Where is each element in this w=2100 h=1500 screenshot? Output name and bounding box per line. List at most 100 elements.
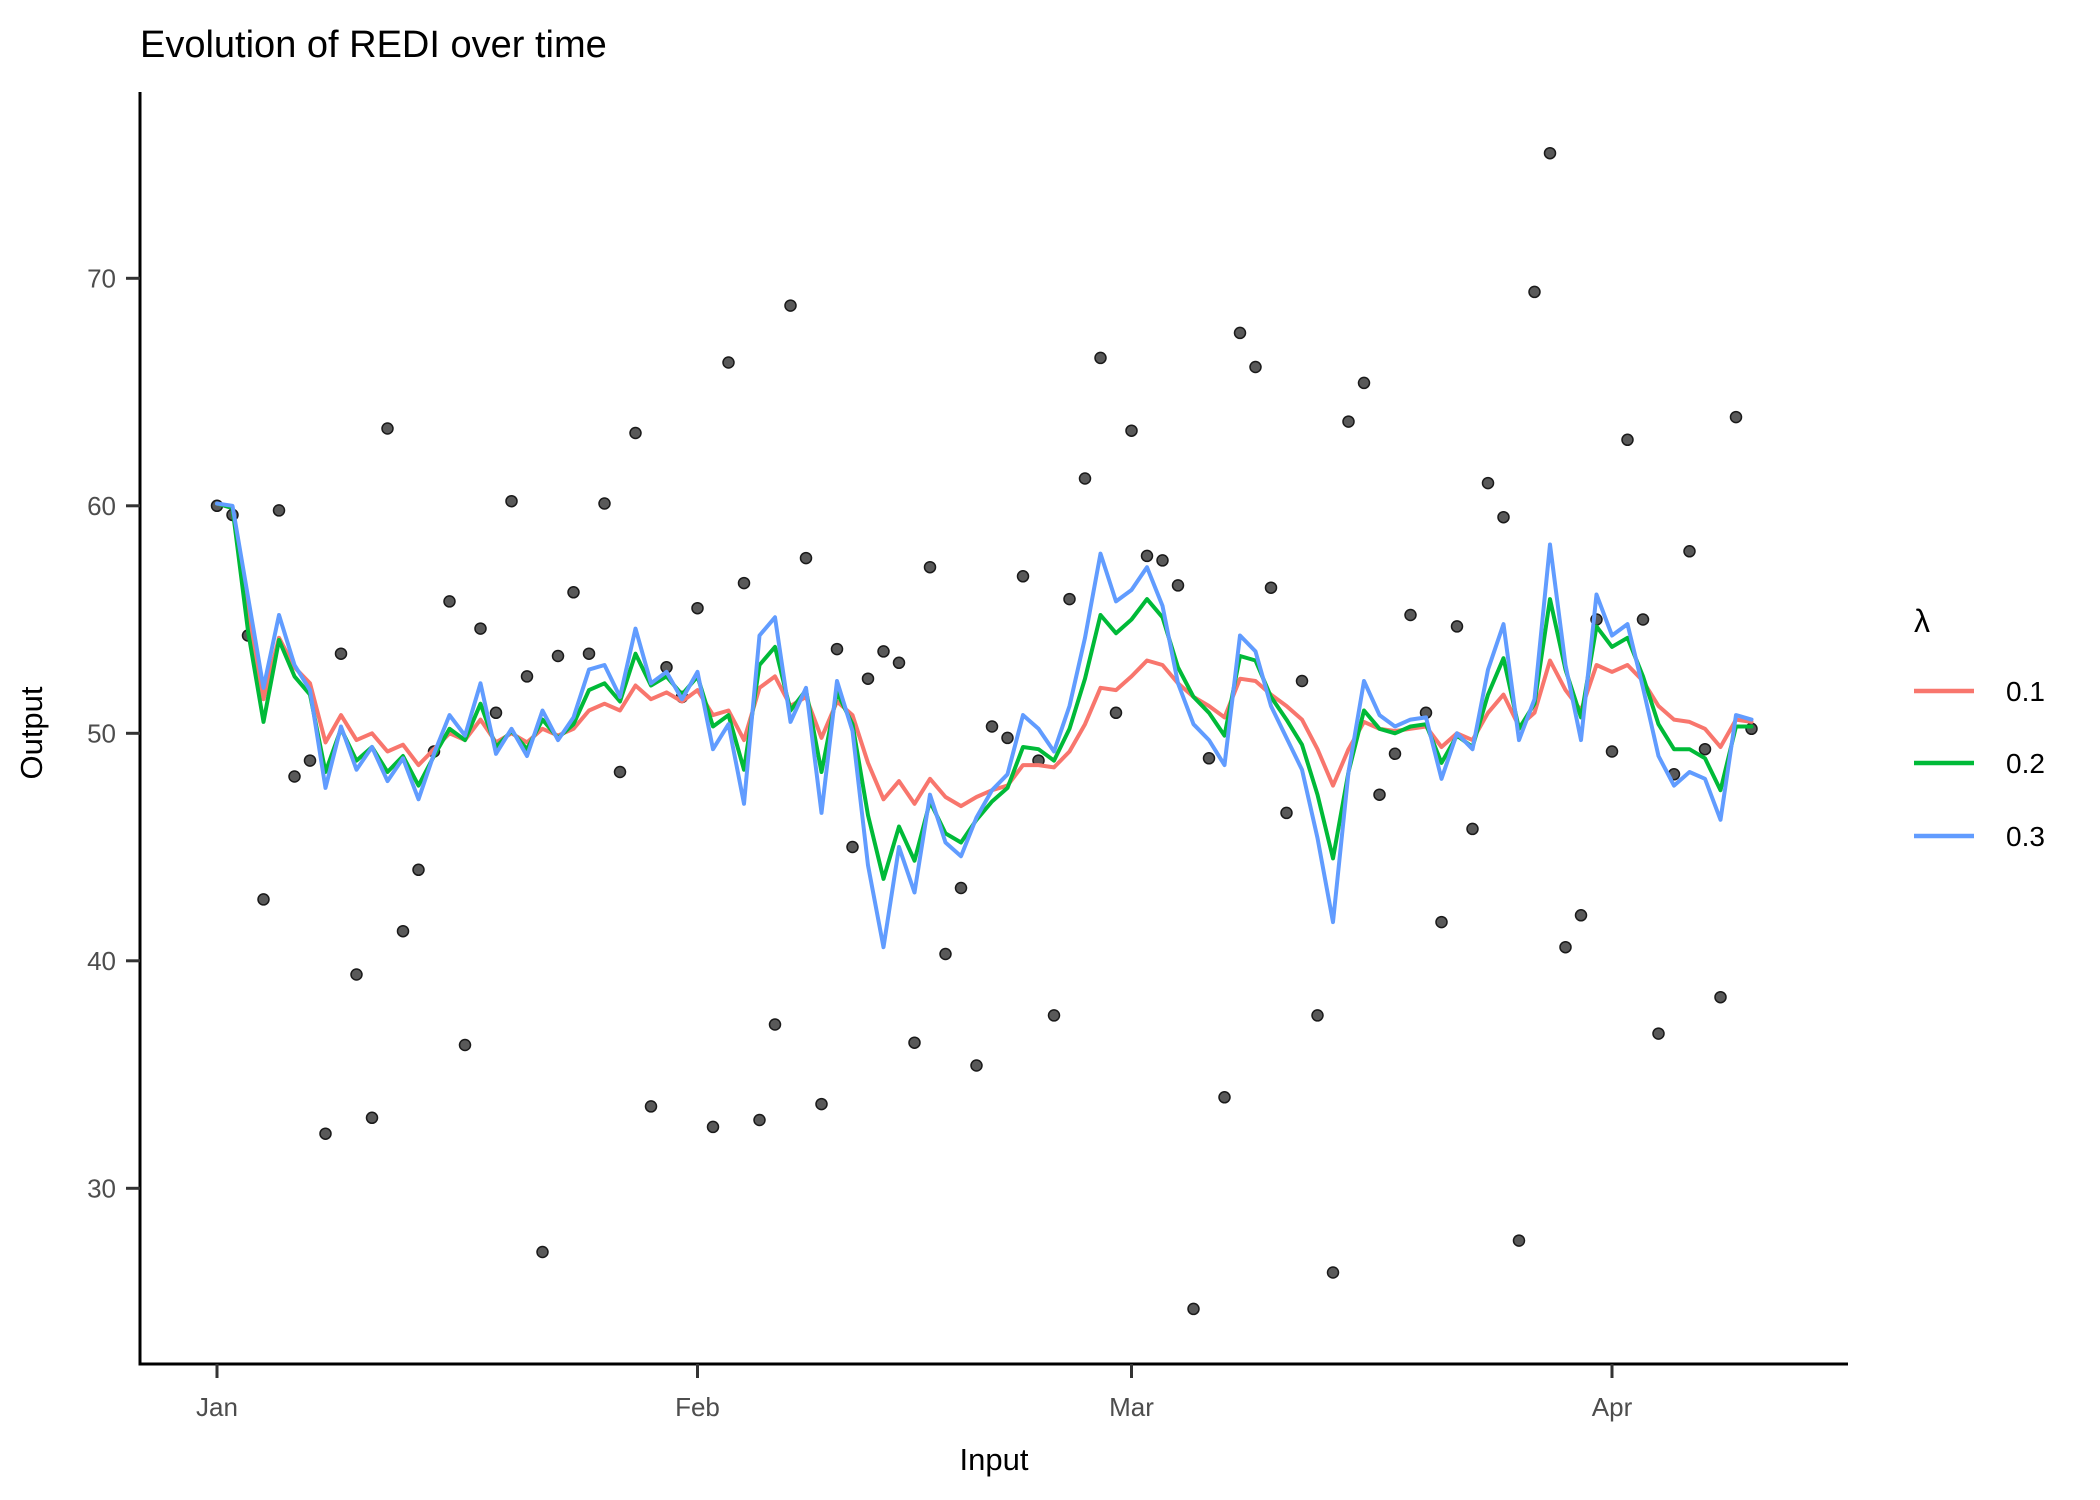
y-tick-label: 70	[87, 263, 116, 293]
scatter-point	[722, 356, 735, 369]
legend-label-0.1: 0.1	[2006, 676, 2045, 707]
scatter-point	[1295, 674, 1309, 688]
scatter-point	[1047, 1009, 1061, 1022]
scatter-point	[489, 706, 503, 720]
scatter-point	[319, 1127, 332, 1140]
scatter-point	[644, 1100, 658, 1113]
scatter-point	[412, 863, 425, 877]
scatter-point	[1109, 706, 1123, 720]
scatter-point	[706, 1120, 720, 1134]
scatter-point	[396, 924, 410, 938]
scatter-point	[985, 720, 999, 733]
scatter-point	[1218, 1091, 1231, 1104]
scatter-point	[1171, 579, 1185, 592]
scatter-point	[1605, 745, 1619, 758]
scatter-point	[334, 647, 348, 660]
scatter-point	[799, 551, 813, 565]
scatter-point	[458, 1038, 472, 1052]
scatter-point	[877, 645, 890, 658]
scatter-point	[1388, 747, 1402, 761]
scatter-point	[520, 670, 534, 683]
legend-label-0.3: 0.3	[2006, 821, 2045, 852]
series-lines	[215, 501, 1754, 950]
scatter-point	[1466, 822, 1479, 836]
y-tick-label: 40	[87, 946, 116, 976]
y-tick-label: 60	[87, 491, 116, 521]
x-tick-label: Mar	[1109, 1392, 1154, 1422]
scatter-point	[257, 893, 270, 906]
scatter-point	[1497, 510, 1510, 524]
scatter-point	[1357, 376, 1371, 390]
scatter-point	[1078, 472, 1092, 485]
y-tick-label: 30	[87, 1173, 116, 1203]
scatter-point	[1574, 909, 1588, 922]
scatter-point	[892, 656, 906, 670]
scatter-point	[1714, 990, 1727, 1004]
scatter-point	[1280, 806, 1293, 820]
scatter-point	[908, 1036, 921, 1049]
scatter-point	[1404, 608, 1417, 622]
scatter-point	[1016, 570, 1030, 583]
scatter-point	[582, 647, 596, 660]
line-lambda-0.2	[215, 501, 1754, 881]
x-axis-title: Input	[960, 1442, 1029, 1477]
line-lambda-0.3	[215, 501, 1754, 950]
scatter-point	[1094, 351, 1107, 365]
scatter-point	[598, 497, 611, 510]
scatter-point	[815, 1097, 828, 1111]
scatter-point	[567, 586, 580, 599]
x-tick-label: Jan	[196, 1392, 238, 1422]
x-tick-label: Apr	[1592, 1392, 1633, 1422]
scatter-point	[1249, 360, 1262, 374]
scatter-point	[1559, 940, 1572, 954]
scatter-point	[303, 754, 317, 767]
scatter-point	[536, 1245, 549, 1259]
scatter-point	[1156, 554, 1169, 567]
scatter-point	[923, 560, 937, 574]
scatter-point	[1621, 433, 1634, 447]
scatter-point	[1543, 146, 1557, 160]
legend: λ 0.1 0.2 0.3	[1914, 603, 2045, 852]
scatter-point	[1373, 788, 1386, 801]
scatter-point	[1264, 581, 1278, 594]
x-tick-label: Feb	[675, 1392, 720, 1422]
scatter-point	[474, 622, 487, 635]
x-axis-ticks: Jan Feb Mar Apr	[196, 1364, 1633, 1422]
legend-title: λ	[1914, 603, 1930, 639]
scatter-point	[846, 840, 859, 854]
scatter-point	[970, 1059, 983, 1072]
plot-title: Evolution of REDI over time	[140, 24, 607, 66]
scatter-point	[939, 947, 952, 961]
line-lambda-0.1	[215, 501, 1754, 809]
scatter-point	[1001, 731, 1014, 745]
scatter-point	[1683, 545, 1696, 558]
scatter-point	[784, 299, 797, 312]
scatter-point	[350, 968, 363, 981]
scatter-points	[210, 146, 1758, 1316]
scatter-point	[1233, 326, 1247, 340]
scatter-point	[1450, 620, 1464, 633]
scatter-point	[1636, 613, 1650, 626]
scatter-point	[1063, 592, 1076, 606]
scatter-point	[1342, 415, 1355, 428]
scatter-point	[381, 422, 394, 435]
scatter-point	[737, 576, 751, 590]
y-tick-label: 50	[87, 718, 116, 748]
scatter-point	[1125, 424, 1138, 437]
legend-label-0.2: 0.2	[2006, 748, 2045, 779]
scatter-point	[365, 1111, 379, 1125]
scatter-point	[1698, 742, 1712, 756]
scatter-point	[830, 642, 844, 656]
scatter-point	[861, 672, 875, 685]
scatter-point	[1652, 1027, 1665, 1040]
scatter-point	[551, 649, 565, 663]
scatter-point	[629, 426, 642, 440]
axes: Jan Feb Mar Apr 30 40 50 60 70	[87, 92, 1848, 1422]
scatter-point	[1729, 410, 1743, 424]
scatter-point	[1512, 1234, 1526, 1247]
scatter-point	[1326, 1266, 1340, 1279]
scatter-point	[505, 494, 518, 508]
y-axis-ticks: 30 40 50 60 70	[87, 263, 140, 1203]
